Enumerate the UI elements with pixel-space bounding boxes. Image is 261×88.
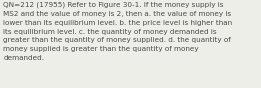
Text: QN=212 (17955) Refer to Figure 30-1. If the money supply is
MS2 and the value of: QN=212 (17955) Refer to Figure 30-1. If … — [3, 2, 232, 61]
